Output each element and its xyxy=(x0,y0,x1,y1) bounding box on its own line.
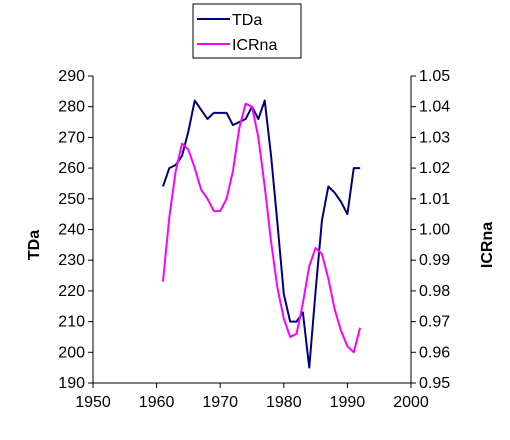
y-left-tick-label: 230 xyxy=(58,252,85,269)
y-right-tick-label: 0.99 xyxy=(419,252,450,269)
y-right-axis-title: ICRna xyxy=(479,222,496,268)
y-right-tick-label: 1.00 xyxy=(419,222,450,239)
y-left-tick-label: 190 xyxy=(58,375,85,392)
y-left-ticks: 190 200 210 220 230 240 250 260 270 280 290 xyxy=(58,68,93,392)
legend-label-icrna: ICRna xyxy=(232,37,277,54)
x-tick-label: 2000 xyxy=(393,394,429,411)
x-tick-label: 1970 xyxy=(202,394,238,411)
legend-label-tda: TDa xyxy=(232,12,262,29)
y-right-tick-label: 1.02 xyxy=(419,160,450,177)
x-tick-label: 1980 xyxy=(266,394,302,411)
y-left-tick-label: 290 xyxy=(58,68,85,85)
legend: TDa ICRna xyxy=(192,3,302,59)
y-left-tick-label: 280 xyxy=(58,99,85,116)
x-ticks: 1950 1960 1970 1980 1990 2000 xyxy=(75,383,429,411)
y-right-tick-label: 1.05 xyxy=(419,68,450,85)
y-right-ticks: 0.95 0.96 0.97 0.98 0.99 1.00 1.01 1.02 1.03 1.04… xyxy=(411,68,450,392)
y-left-tick-label: 250 xyxy=(58,191,85,208)
y-right-tick-label: 0.98 xyxy=(419,283,450,300)
y-left-tick-label: 220 xyxy=(58,283,85,300)
y-right-tick-label: 1.01 xyxy=(419,191,450,208)
y-right-tick-label: 1.03 xyxy=(419,129,450,146)
y-left-axis-title: TDa xyxy=(26,230,43,260)
series-line-tda xyxy=(162,99,361,369)
y-right-tick-label: 1.04 xyxy=(419,99,450,116)
x-tick-label: 1960 xyxy=(139,394,175,411)
series-line-icrna xyxy=(161,102,362,354)
legend-box xyxy=(192,3,302,59)
y-left-tick-label: 260 xyxy=(58,160,85,177)
x-tick-label: 1990 xyxy=(330,394,366,411)
y-left-tick-label: 240 xyxy=(58,222,85,239)
y-left-tick-label: 210 xyxy=(58,314,85,331)
y-right-tick-label: 0.95 xyxy=(419,375,450,392)
y-right-tick-label: 0.97 xyxy=(419,314,450,331)
y-right-tick-label: 0.96 xyxy=(419,344,450,361)
y-left-tick-label: 270 xyxy=(58,129,85,146)
y-left-tick-label: 200 xyxy=(58,344,85,361)
x-tick-label: 1950 xyxy=(75,394,111,411)
series-layer xyxy=(161,99,362,369)
